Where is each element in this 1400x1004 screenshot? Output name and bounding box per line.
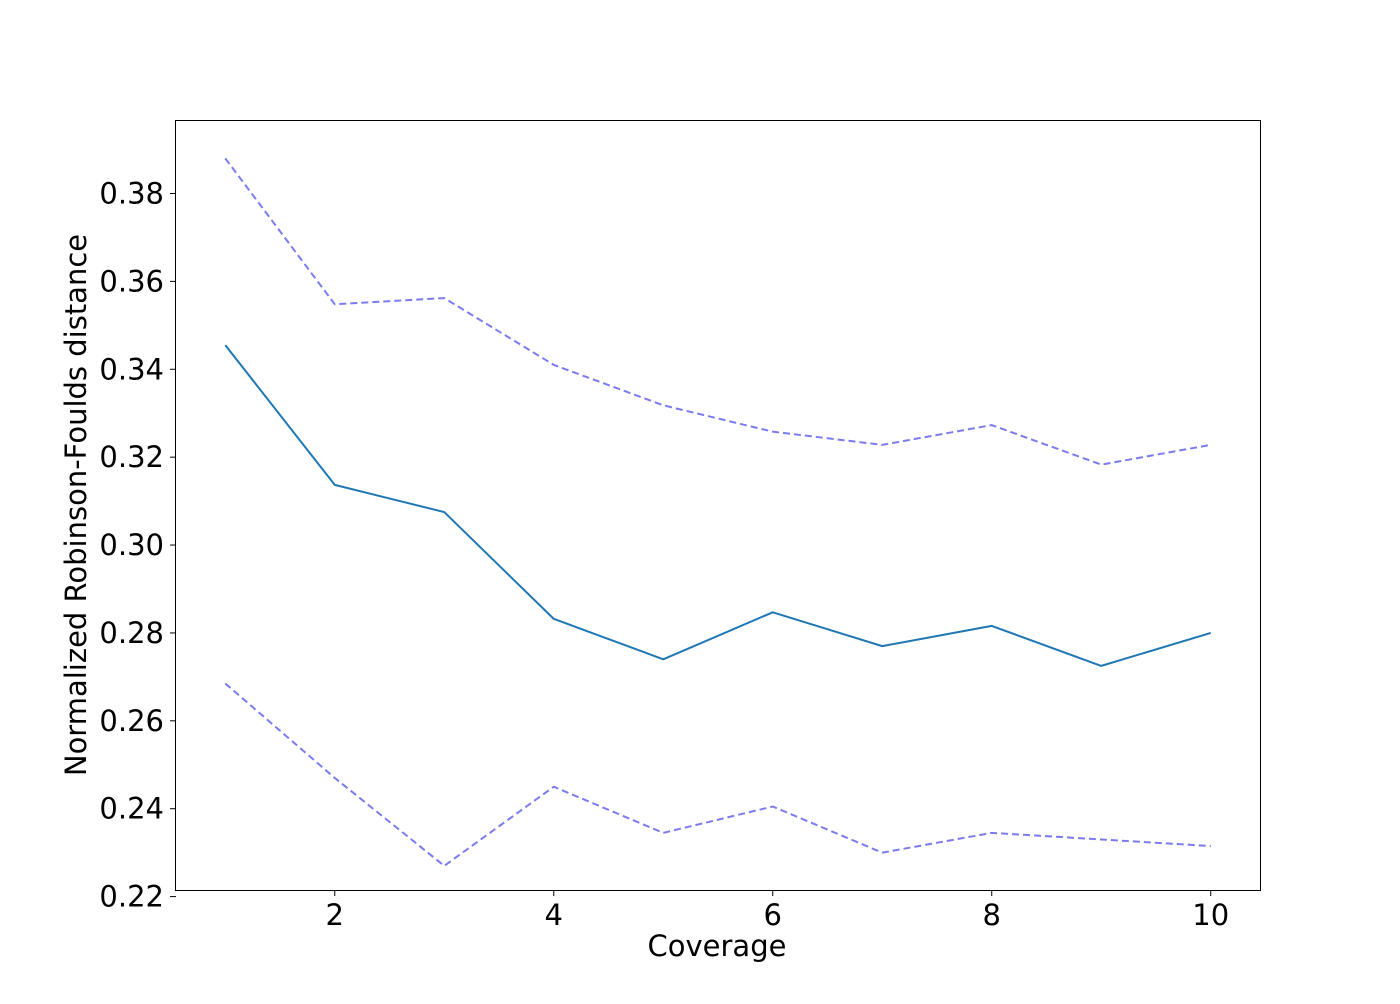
y-tick-label: 0.36 [99, 264, 164, 298]
y-tick-label: 0.24 [99, 792, 164, 826]
y-tick-label: 0.22 [99, 880, 164, 914]
series-lower-bound-line [224, 682, 1211, 867]
series-layer [224, 157, 1212, 867]
y-tick-label: 0.26 [99, 704, 164, 738]
plot-area-frame [175, 120, 1261, 891]
x-axis-ticks: 2 4 6 8 10 [326, 890, 1229, 932]
x-tick-label: 6 [764, 898, 782, 932]
y-tick-label: 0.28 [99, 616, 164, 650]
series-mean-line [224, 344, 1212, 667]
x-tick-label: 4 [545, 898, 563, 932]
y-tick-label: 0.34 [99, 352, 164, 386]
x-axis-label: Coverage [648, 929, 787, 963]
x-tick-label: 2 [326, 898, 344, 932]
x-tick-label: 10 [1192, 898, 1229, 932]
y-axis-label: Normalized Robinson-Foulds distance [59, 234, 93, 776]
y-axis-ticks: 0.22 0.24 0.26 0.28 0.30 0.32 0.34 0.36 0.38 [99, 177, 176, 914]
x-tick-label: 8 [983, 898, 1001, 932]
y-tick-label: 0.38 [99, 177, 164, 211]
y-tick-label: 0.30 [99, 528, 164, 562]
series-upper-bound-line [224, 157, 1211, 466]
y-tick-label: 0.32 [99, 440, 164, 474]
